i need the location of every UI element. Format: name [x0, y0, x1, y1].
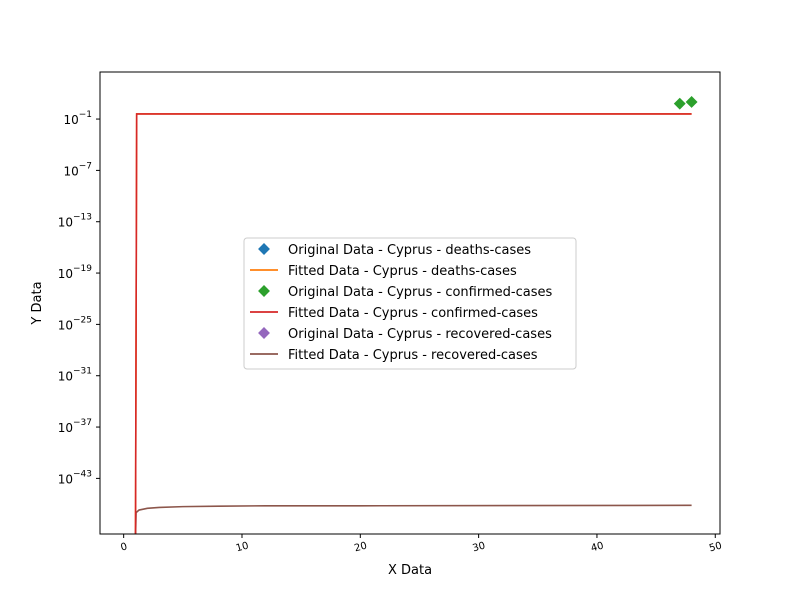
y-tick-label: 10−19: [58, 264, 93, 281]
x-tick-label: 20: [353, 540, 368, 554]
plot-area-frame: [99, 71, 721, 535]
x-tick-label: 50: [708, 540, 723, 554]
x-tick-label: 0: [120, 541, 129, 553]
y-tick-label: 10−31: [58, 367, 92, 384]
legend-entry-5: Fitted Data - Cyprus - recovered-cases: [288, 348, 538, 363]
y-tick-label: 10−1: [63, 110, 92, 127]
y-tick-label: 10−37: [58, 418, 92, 435]
x-tick-label: 10: [235, 540, 250, 554]
legend-marker-2: [258, 285, 270, 297]
legend-entry-3: Fitted Data - Cyprus - confirmed-cases: [288, 306, 538, 321]
series-line-3: [134, 113, 692, 534]
x-tick-label: 40: [590, 540, 605, 554]
legend-entry-0: Original Data - Cyprus - deaths-cases: [288, 243, 531, 258]
series-line-5: [134, 504, 692, 534]
legend-entry-2: Original Data - Cyprus - confirmed-cases: [288, 285, 552, 300]
legend-entry-4: Original Data - Cyprus - recovered-cases: [288, 327, 552, 342]
x-axis-label: X Data: [388, 563, 432, 578]
y-tick-label: 10−13: [58, 213, 92, 230]
y-tick-label: 10−7: [63, 161, 92, 178]
y-tick-label: 10−25: [58, 315, 92, 332]
y-axis-label: Y Data: [30, 281, 45, 325]
legend-entry-1: Fitted Data - Cyprus - deaths-cases: [288, 264, 517, 279]
legend-marker-4: [258, 327, 270, 339]
legend-box: [243, 237, 577, 370]
x-tick-label: 30: [471, 540, 486, 554]
y-tick-label: 10−43: [58, 469, 92, 486]
